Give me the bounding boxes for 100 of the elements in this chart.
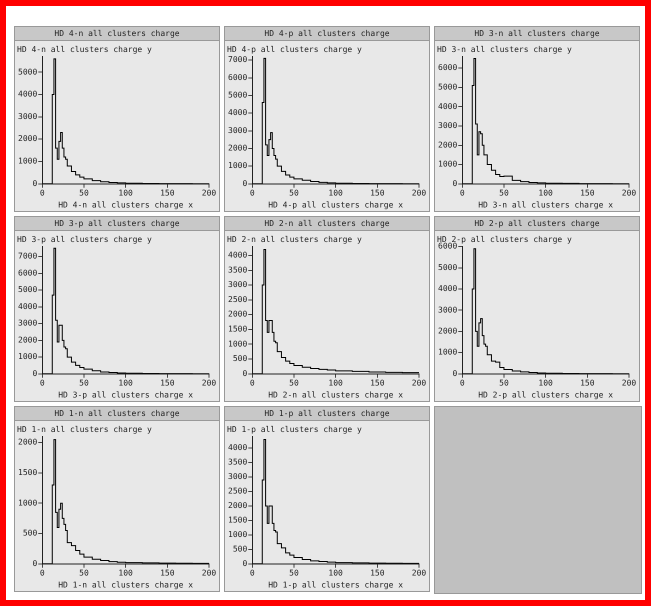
y-tick-label: 2000	[438, 140, 458, 150]
y-tick-label: 1000	[18, 498, 38, 508]
y-axis-title: HD 3-p all clusters charge y	[17, 234, 152, 244]
y-tick-label: 6000	[438, 63, 458, 72]
y-tick-label: 4000	[438, 102, 458, 111]
y-tick-label: 5000	[438, 262, 458, 272]
x-tick-label: 0	[460, 378, 465, 388]
y-tick-label: 500	[232, 544, 248, 554]
y-tick-label: 5000	[228, 90, 248, 100]
y-tick-label: 0	[242, 368, 248, 378]
chart-title: HD 3-p all clusters charge	[15, 217, 219, 231]
x-tick-label: 100	[118, 378, 134, 388]
y-tick-label: 3000	[18, 318, 38, 328]
y-tick-label: 6000	[228, 72, 248, 82]
y-tick-label: 3500	[228, 458, 248, 467]
y-tick-label: 1000	[228, 530, 248, 539]
x-tick-label: 50	[289, 188, 299, 198]
y-tick-label: 4000	[438, 284, 458, 294]
x-tick-label: 150	[160, 568, 175, 578]
y-axis-title: HD 1-p all clusters charge y	[227, 424, 362, 434]
x-tick-label: 150	[160, 188, 175, 198]
x-tick-label: 50	[79, 188, 89, 198]
y-tick-label: 3000	[228, 126, 248, 135]
y-tick-label: 1000	[18, 156, 38, 166]
x-tick-label: 100	[118, 188, 134, 198]
y-tick-label: 1500	[228, 324, 248, 334]
x-tick-label: 0	[460, 188, 465, 198]
x-tick-label: 100	[328, 188, 344, 198]
x-tick-label: 200	[202, 188, 216, 198]
x-axis-title: HD 3-p all clusters charge x	[58, 390, 194, 400]
x-tick-label: 0	[40, 378, 45, 388]
chart-title: HD 2-p all clusters charge	[435, 217, 639, 231]
x-tick-label: 50	[499, 378, 509, 388]
x-tick-label: 100	[328, 568, 344, 578]
y-tick-label: 1000	[18, 352, 38, 362]
x-axis-title: HD 2-n all clusters charge x	[268, 390, 404, 400]
y-tick-label: 2500	[228, 486, 248, 496]
x-axis-title: HD 1-n all clusters charge x	[58, 580, 194, 590]
x-axis-title: HD 2-p all clusters charge x	[478, 390, 614, 400]
y-tick-label: 500	[22, 528, 38, 538]
y-tick-label: 1000	[228, 161, 248, 170]
chart-title: HD 1-p all clusters charge	[225, 407, 429, 421]
y-tick-label: 1500	[18, 468, 38, 478]
y-tick-label: 2000	[438, 326, 458, 336]
x-tick-label: 0	[250, 378, 255, 388]
y-tick-label: 2000	[18, 134, 38, 144]
y-tick-label: 4000	[228, 108, 248, 118]
y-axis-title: HD 4-n all clusters charge y	[17, 44, 152, 54]
x-tick-label: 150	[160, 378, 175, 388]
y-tick-label: 5000	[18, 67, 38, 76]
x-tick-label: 200	[412, 568, 426, 578]
chart-title: HD 4-p all clusters charge	[225, 27, 429, 41]
y-tick-label: 0	[452, 178, 458, 188]
y-tick-label: 3000	[228, 472, 248, 482]
y-tick-label: 4000	[18, 90, 38, 99]
y-tick-label: 1000	[438, 348, 458, 357]
x-tick-label: 0	[40, 188, 45, 198]
x-tick-label: 200	[412, 378, 426, 388]
y-axis-title: HD 1-n all clusters charge y	[17, 424, 152, 434]
y-tick-label: 7000	[228, 55, 248, 64]
y-tick-label: 4000	[228, 250, 248, 260]
x-tick-label: 50	[499, 188, 509, 198]
y-tick-label: 0	[242, 558, 248, 568]
y-axis-title: HD 3-n all clusters charge y	[437, 44, 572, 54]
y-tick-label: 2000	[228, 310, 248, 319]
y-axis-title: HD 4-p all clusters charge y	[227, 44, 362, 54]
y-tick-label: 3500	[228, 265, 248, 274]
x-tick-label: 50	[79, 568, 89, 578]
x-tick-label: 200	[622, 378, 636, 388]
x-tick-label: 100	[538, 188, 554, 198]
x-tick-label: 200	[202, 378, 216, 388]
x-axis-title: HD 4-p all clusters charge x	[268, 200, 404, 210]
x-tick-label: 200	[622, 188, 636, 198]
x-tick-label: 150	[370, 188, 385, 198]
chart-title: HD 2-n all clusters charge	[225, 217, 429, 231]
y-tick-label: 3000	[438, 305, 458, 314]
y-tick-label: 6000	[18, 268, 38, 278]
y-tick-label: 1000	[438, 160, 458, 169]
chart-title: HD 4-n all clusters charge	[15, 27, 219, 41]
y-tick-label: 0	[32, 368, 38, 378]
y-axis-title: HD 2-p all clusters charge y	[437, 234, 572, 244]
y-tick-label: 1000	[228, 339, 248, 348]
y-tick-label: 4000	[18, 302, 38, 311]
y-tick-label: 0	[452, 368, 458, 378]
x-tick-label: 150	[580, 378, 595, 388]
x-axis-title: HD 1-p all clusters charge x	[268, 580, 404, 590]
y-tick-label: 6000	[438, 242, 458, 251]
y-tick-label: 2000	[228, 144, 248, 153]
x-tick-label: 150	[370, 568, 385, 578]
x-tick-label: 0	[250, 568, 255, 578]
y-tick-label: 3000	[438, 121, 458, 130]
y-tick-label: 2000	[18, 438, 38, 447]
y-axis-title: HD 2-n all clusters charge y	[227, 234, 362, 244]
x-axis-title: HD 4-n all clusters charge x	[58, 200, 194, 210]
x-tick-label: 0	[250, 188, 255, 198]
y-tick-label: 2000	[18, 335, 38, 344]
x-tick-label: 150	[580, 188, 595, 198]
y-tick-label: 2500	[228, 294, 248, 304]
y-tick-label: 4000	[228, 443, 248, 452]
chart-title: HD 3-n all clusters charge	[435, 27, 639, 41]
